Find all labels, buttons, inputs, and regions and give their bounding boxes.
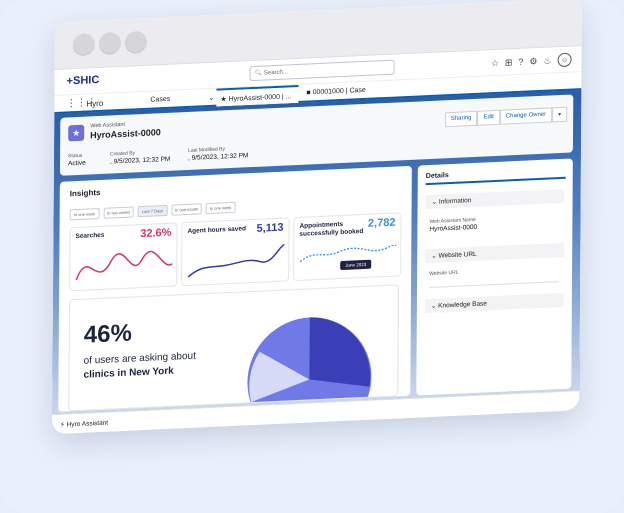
- tab-details[interactable]: Details: [425, 166, 566, 186]
- more-actions-icon[interactable]: ▾: [552, 106, 568, 123]
- kpi-value: 32.6%: [140, 226, 172, 241]
- bell-icon[interactable]: ♨: [543, 54, 552, 66]
- window-minimize-dot[interactable]: [98, 32, 121, 56]
- section-information[interactable]: ⌄ Information: [425, 188, 565, 210]
- settings-icon[interactable]: ⚙: [529, 55, 538, 66]
- tab-label: 00001000 | Case: [312, 86, 366, 97]
- insights-title: Insights: [69, 187, 101, 199]
- kpi-sparkline: [299, 244, 397, 263]
- created-by-label: Created By: [110, 150, 136, 158]
- section-label: Information: [438, 197, 472, 206]
- window-close-dot[interactable]: [72, 33, 95, 57]
- big-stat: 46%: [83, 319, 132, 349]
- filter-pill[interactable]: In one week: [205, 201, 236, 215]
- filter-pill[interactable]: In one week: [69, 207, 100, 221]
- pie-graphic: [247, 317, 372, 406]
- nav-cases[interactable]: Cases: [150, 95, 171, 104]
- big-line-2: clinics in New York: [83, 365, 174, 381]
- kpi-card-appointments: Appointments successfully booked 2,782 J…: [293, 212, 402, 282]
- filter-pill-selected[interactable]: Last 7 Days: [137, 204, 168, 218]
- workspace-name: Hyro: [86, 98, 104, 109]
- kpi-title: Searches: [75, 231, 105, 241]
- insight-highlight-card: 46% of users are asking about clinics in…: [68, 284, 400, 412]
- insights-panel: Insights In one week In two weeks Last 7…: [58, 165, 412, 412]
- website-label: Website URL: [429, 269, 459, 278]
- filter-pill[interactable]: In two weeks: [103, 206, 134, 219]
- tab-label: HyroAssist-0000 | ...: [228, 93, 292, 104]
- kpi-sparkline: [187, 243, 285, 278]
- kpi-card-searches: Searches 32.6%: [69, 222, 178, 292]
- bolt-icon: ⚡︎: [60, 421, 65, 429]
- edit-button[interactable]: Edit: [477, 109, 500, 126]
- sharing-button[interactable]: Sharing: [444, 110, 478, 128]
- case-icon: ■: [306, 89, 311, 97]
- record-name: HyroAssist-0000: [90, 127, 161, 141]
- status-value: Active: [67, 159, 86, 168]
- kpi-value: 2,782: [367, 216, 396, 230]
- modified-by-value: , 9/5/2023, 12:32 PM: [187, 152, 249, 162]
- website-field[interactable]: [429, 281, 560, 289]
- kpi-sparkline: [75, 250, 173, 281]
- browser-window: +SHIC 🔍︎ Search... ☆ ⊞ ? ⚙ ♨ ☺ ⋮⋮⋮ Hyro …: [52, 0, 582, 435]
- section-website[interactable]: ⌄ Website URL: [425, 242, 565, 264]
- kpi-title: Appointments successfully booked: [299, 220, 364, 238]
- filter-pill[interactable]: In one month: [171, 203, 202, 216]
- kpi-title: Agent hours saved: [187, 225, 247, 235]
- help-icon[interactable]: ?: [518, 56, 524, 67]
- name-value: HyroAssist-0000: [429, 223, 478, 233]
- section-label: Knowledge Base: [438, 300, 487, 310]
- change-owner-button[interactable]: Change Owner: [499, 107, 553, 125]
- record-actions: Sharing Edit Change Owner ▾: [444, 106, 568, 128]
- chart-tooltip: June 2023: [340, 259, 372, 271]
- record-star-icon: ★: [68, 124, 85, 142]
- search-placeholder: Search...: [263, 69, 288, 77]
- created-by-value: , 9/5/2023, 12:32 PM: [109, 155, 171, 166]
- kpi-card-agent-hours: Agent hours saved 5,113: [181, 217, 290, 287]
- big-line-1: of users are asking about: [83, 350, 196, 367]
- section-knowledge-base[interactable]: ⌄ Knowledge Base: [424, 292, 564, 314]
- avatar[interactable]: ☺: [557, 52, 572, 68]
- hyro-assistant-button[interactable]: Hyro Assistant: [66, 419, 109, 429]
- favorites-icon[interactable]: ☆: [490, 57, 499, 68]
- window-zoom-dot[interactable]: [124, 30, 147, 54]
- header-icons: ☆ ⊞ ? ⚙ ♨ ☺: [490, 52, 572, 71]
- app-logo: +SHIC: [66, 73, 100, 88]
- status-label: Status: [68, 152, 83, 160]
- search-icon: 🔍︎: [254, 70, 263, 77]
- details-panel: Details ⌄ Information Web Assistant Name…: [416, 158, 573, 396]
- main-content: ★ Web Assistant HyroAssist-0000 Sharing …: [52, 90, 582, 415]
- star-icon: ★: [220, 96, 227, 104]
- section-label: Website URL: [438, 250, 477, 260]
- kpi-value: 5,113: [256, 221, 284, 235]
- search-input[interactable]: 🔍︎ Search...: [249, 59, 395, 82]
- add-icon[interactable]: ⊞: [504, 56, 513, 68]
